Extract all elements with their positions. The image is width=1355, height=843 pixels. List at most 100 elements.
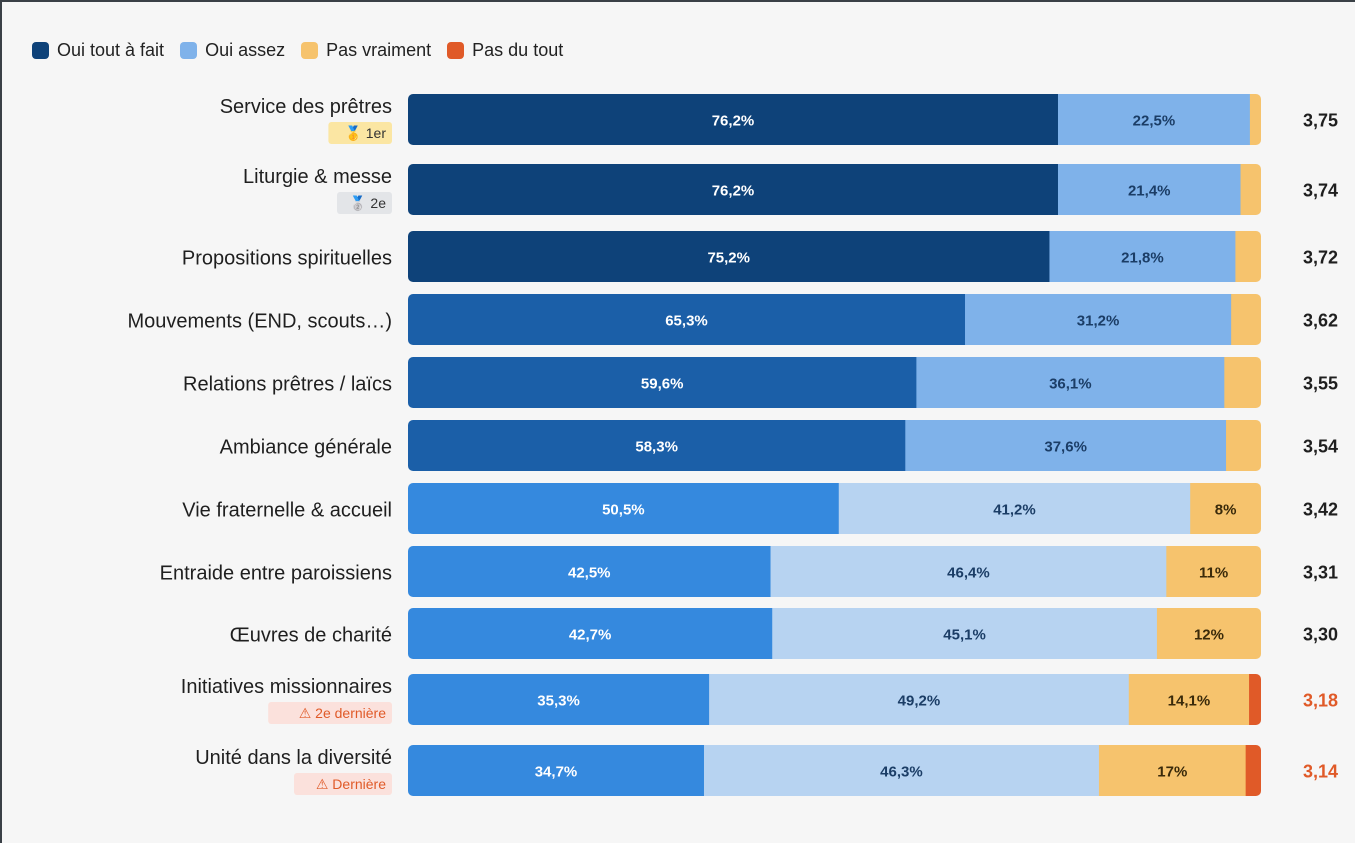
legend-item-pas-du-tout[interactable]: Pas du tout <box>447 40 563 61</box>
score-value: 3,74 <box>1303 181 1338 201</box>
bar-segment[interactable] <box>905 420 1227 471</box>
bar-row[interactable] <box>408 231 1262 282</box>
score-value: 3,31 <box>1303 563 1338 583</box>
bar-row[interactable] <box>408 674 1262 725</box>
bar-row[interactable] <box>408 420 1262 471</box>
category-label: Vie fraternelle & accueil <box>182 500 392 522</box>
bar-segment[interactable] <box>408 357 917 408</box>
rank-badge <box>294 773 392 795</box>
category-label: Unité dans la diversité <box>195 747 392 769</box>
bar-segment[interactable] <box>408 294 966 345</box>
bar-row[interactable] <box>408 294 1262 345</box>
bar-segment[interactable] <box>1249 94 1262 145</box>
bar-segment[interactable] <box>1245 745 1262 796</box>
legend-swatch <box>447 41 465 59</box>
bar-segment[interactable] <box>1226 420 1261 471</box>
rank-badge <box>337 192 392 214</box>
data-label: 65,3% <box>665 313 708 330</box>
data-label: 41,2% <box>993 502 1036 519</box>
score-value: 3,54 <box>1303 437 1338 457</box>
category-label: Liturgie & messe <box>243 166 392 188</box>
legend-label: Oui assez <box>205 39 286 60</box>
bar-segment[interactable] <box>408 420 906 471</box>
score-value: 3,18 <box>1303 691 1338 711</box>
rank-badge <box>268 702 392 724</box>
bar-row[interactable] <box>408 546 1262 597</box>
data-label: 76,2% <box>712 113 755 130</box>
data-label: 14,1% <box>1168 693 1211 710</box>
data-label: 76,2% <box>712 183 755 200</box>
bar-segment[interactable] <box>408 674 710 725</box>
bar-segment[interactable] <box>916 357 1225 408</box>
legend-item-oui-tout-a-fait[interactable]: Oui tout à fait <box>32 40 164 61</box>
category-label: Service des prêtres <box>220 96 392 118</box>
bar-segment[interactable] <box>1156 608 1262 659</box>
bar-segment[interactable] <box>408 483 840 534</box>
category-label: Initiatives missionnaires <box>181 676 392 698</box>
bar-segment[interactable] <box>1057 94 1251 145</box>
bar-segment[interactable] <box>1190 483 1261 534</box>
bar-segment[interactable] <box>408 745 705 796</box>
bar-segment[interactable] <box>1166 546 1261 597</box>
bar-row[interactable] <box>408 357 1262 408</box>
category-label: Ambiance générale <box>220 437 392 459</box>
bar-segment[interactable] <box>709 674 1130 725</box>
bar-row[interactable] <box>408 483 1262 534</box>
bar-segment[interactable] <box>703 745 1100 796</box>
data-label: 35,3% <box>537 693 580 710</box>
data-label: 21,8% <box>1121 250 1164 267</box>
score-value: 3,75 <box>1303 111 1338 131</box>
bar-segment[interactable] <box>408 546 772 597</box>
rank-badge-label: ⚠ Dernière <box>316 776 386 792</box>
data-label: 42,7% <box>569 627 612 644</box>
bar-segment[interactable] <box>1057 164 1242 215</box>
score-value: 3,42 <box>1303 500 1338 520</box>
bar-segment[interactable] <box>408 608 773 659</box>
bar-segment[interactable] <box>408 164 1059 215</box>
bar-row[interactable] <box>408 608 1262 659</box>
data-label: 45,1% <box>943 627 986 644</box>
data-label: 50,5% <box>602 502 645 519</box>
score-value: 3,14 <box>1303 762 1338 782</box>
bar-segment[interactable] <box>408 94 1059 145</box>
bar-segment[interactable] <box>408 231 1050 282</box>
bar-row[interactable] <box>408 94 1262 145</box>
bar-segment[interactable] <box>965 294 1232 345</box>
score-value: 3,30 <box>1303 625 1338 645</box>
category-label: Propositions spirituelles <box>182 248 392 270</box>
bar-segment[interactable] <box>1249 674 1261 725</box>
rank-badge <box>328 122 392 144</box>
legend-label: Pas du tout <box>472 39 564 60</box>
bar-segment[interactable] <box>770 546 1167 597</box>
chart-legend: Oui tout à fait Oui assez Pas vraiment P… <box>32 38 563 62</box>
data-label: 34,7% <box>535 764 578 781</box>
bar-row[interactable] <box>408 745 1262 796</box>
data-label: 59,6% <box>641 376 684 393</box>
bar-segment[interactable] <box>1240 164 1262 215</box>
data-label: 17% <box>1157 764 1187 781</box>
bar-segment[interactable] <box>1224 357 1261 408</box>
data-label: 12% <box>1194 627 1224 644</box>
bar-segment[interactable] <box>1128 674 1250 725</box>
bar-segment[interactable] <box>772 608 1158 659</box>
bar-segment[interactable] <box>838 483 1191 534</box>
data-label: 46,4% <box>947 565 990 582</box>
category-label: Relations prêtres / laïcs <box>183 374 392 396</box>
bar-segment[interactable] <box>1235 231 1261 282</box>
data-label: 46,3% <box>880 764 923 781</box>
legend-item-oui-assez[interactable]: Oui assez <box>180 40 285 61</box>
data-label: 22,5% <box>1133 113 1176 130</box>
bar-segment[interactable] <box>1231 294 1261 345</box>
rank-badge-label: 🥈 2e <box>349 195 386 212</box>
bar-segment[interactable] <box>1049 231 1236 282</box>
legend-item-pas-vraiment[interactable]: Pas vraiment <box>301 40 431 61</box>
legend-label: Oui tout à fait <box>57 39 165 60</box>
data-label: 49,2% <box>898 693 941 710</box>
bar-row[interactable] <box>408 164 1262 215</box>
data-label: 11% <box>1199 565 1228 582</box>
score-value: 3,62 <box>1303 311 1338 331</box>
bar-segment[interactable] <box>1098 745 1247 796</box>
score-value: 3,72 <box>1303 248 1338 268</box>
data-label: 37,6% <box>1044 439 1087 456</box>
